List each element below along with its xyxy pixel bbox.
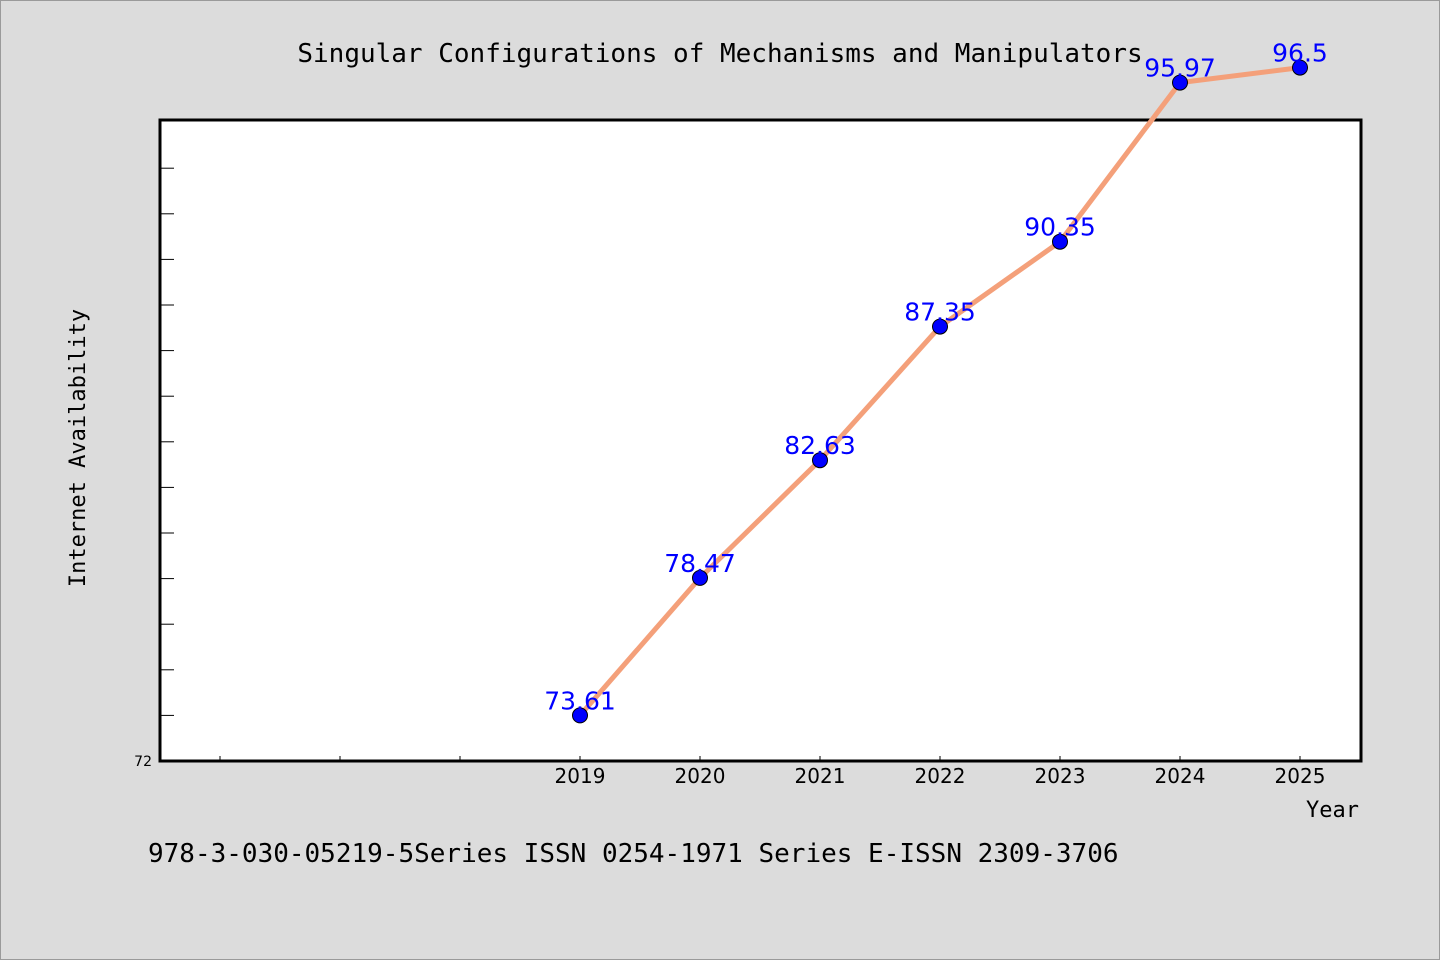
- x-tick-label: 2019: [555, 764, 606, 788]
- data-point: [812, 452, 828, 469]
- x-axis-title: Year: [1306, 798, 1359, 823]
- data-point: [572, 707, 588, 724]
- data-point: [1052, 233, 1068, 250]
- data-label: 82.63: [784, 431, 856, 460]
- y-axis-min-label: 72: [134, 754, 152, 770]
- footnote: 978-3-030-05219-5Series ISSN 0254-1971 S…: [148, 839, 1119, 869]
- data-label: 90.35: [1024, 213, 1096, 242]
- data-label: 87.35: [904, 298, 976, 327]
- x-axis-tick-labels: 2019 2020 2021 2022 2023 2024 2025: [555, 764, 1326, 788]
- data-point: [932, 318, 948, 335]
- data-label: 95.97: [1144, 54, 1216, 83]
- chart-title: Singular Configurations of Mechanisms an…: [297, 39, 1142, 69]
- x-axis-ticks: [219, 756, 1301, 761]
- x-tick-label: 2023: [1035, 764, 1086, 788]
- data-point: [1292, 59, 1308, 76]
- x-tick-label: 2021: [795, 764, 846, 788]
- plot-area: [158, 118, 1363, 763]
- x-tick-label: 2022: [915, 764, 966, 788]
- data-label: 96.5: [1272, 39, 1328, 68]
- y-axis-ticks: [160, 167, 174, 716]
- data-point: [1172, 74, 1188, 91]
- x-tick-label: 2024: [1155, 764, 1206, 788]
- x-tick-label: 2020: [675, 764, 726, 788]
- y-axis-title: Internet Availability: [66, 309, 91, 587]
- x-tick-label: 2025: [1275, 764, 1326, 788]
- series-group: 73.61 78.47 82.63 87.35 90.35 95.97 96.5: [544, 39, 1328, 724]
- data-point: [692, 569, 708, 586]
- data-label: 78.47: [664, 549, 736, 578]
- data-label: 73.61: [544, 686, 616, 715]
